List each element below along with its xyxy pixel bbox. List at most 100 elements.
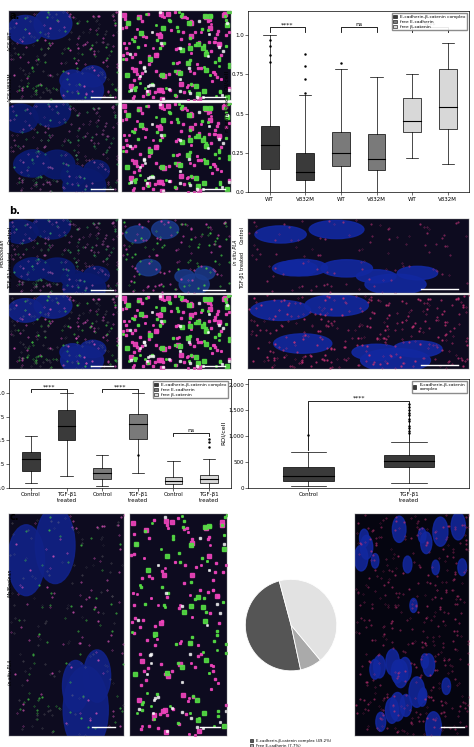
Circle shape [40,150,75,179]
Bar [58,410,75,441]
Circle shape [60,70,85,90]
Circle shape [137,259,161,276]
Circle shape [423,654,435,676]
Circle shape [309,220,364,238]
Circle shape [34,8,72,39]
Text: a.: a. [9,11,20,21]
Circle shape [352,344,401,360]
Text: TGF-β1 treated: TGF-β1 treated [8,252,13,289]
Circle shape [370,660,380,679]
Text: ****: **** [281,22,294,27]
Circle shape [63,273,106,303]
Circle shape [273,334,332,353]
Bar [296,153,314,180]
Circle shape [273,261,318,276]
Circle shape [442,678,451,695]
Circle shape [421,654,428,669]
Circle shape [251,300,310,320]
Circle shape [3,220,38,244]
Circle shape [432,560,439,574]
Circle shape [3,104,38,133]
Circle shape [125,226,150,243]
Wedge shape [246,581,301,671]
Circle shape [419,528,426,543]
Wedge shape [291,625,320,670]
Y-axis label: normalised ROI/cell: normalised ROI/cell [224,71,229,132]
Circle shape [14,152,44,176]
Circle shape [83,267,109,284]
Text: AGS V832M: AGS V832M [8,74,13,102]
Circle shape [409,677,425,707]
Circle shape [61,270,86,288]
Circle shape [305,295,368,316]
Circle shape [410,598,417,613]
Circle shape [426,712,441,743]
Circle shape [451,512,465,540]
Circle shape [371,554,379,568]
Circle shape [399,657,411,681]
Circle shape [16,150,49,177]
Circle shape [278,259,328,276]
Circle shape [61,72,103,108]
Wedge shape [279,580,337,660]
Circle shape [356,270,396,283]
Circle shape [420,532,432,554]
Text: MolBoolean: MolBoolean [8,568,13,597]
Circle shape [355,545,368,571]
Bar [261,126,279,169]
Text: in situ PLA: in situ PLA [8,660,13,685]
Y-axis label: ROI/cell: ROI/cell [220,421,226,445]
Circle shape [393,341,442,357]
Bar [283,468,334,481]
Circle shape [359,529,369,547]
Text: ****: **** [424,22,436,27]
Circle shape [321,260,373,277]
Bar [384,454,434,468]
Circle shape [40,258,75,282]
Circle shape [376,712,386,731]
Text: in situ PLA: in situ PLA [233,240,238,265]
Text: MolBoolean: MolBoolean [0,238,5,267]
Circle shape [390,692,405,721]
Circle shape [361,349,430,372]
Bar [93,468,111,479]
Bar [200,475,218,483]
Circle shape [385,698,399,723]
Circle shape [179,274,209,294]
Bar [22,452,40,471]
Bar [332,132,350,166]
Bar [164,477,182,484]
Circle shape [80,66,106,87]
Legend: E-cadherin-β-catenin complex, free E-cadherin, free β-catenin: E-cadherin-β-catenin complex, free E-cad… [392,13,467,30]
Bar [439,69,457,129]
Bar [403,98,421,132]
Circle shape [61,346,103,375]
Text: ****: **** [43,384,55,389]
Circle shape [63,660,89,712]
Circle shape [16,258,49,280]
Circle shape [386,649,400,675]
Circle shape [392,516,406,542]
Text: ****: **** [114,384,126,389]
Bar [368,134,385,170]
Text: b.: b. [9,206,20,216]
Circle shape [458,559,466,576]
Circle shape [33,214,71,239]
Circle shape [392,660,403,683]
Circle shape [400,695,411,716]
Legend: E-cadherin-β-catenin
complex: E-cadherin-β-catenin complex [411,382,467,393]
Circle shape [195,267,215,279]
Circle shape [365,274,426,294]
Circle shape [152,220,179,238]
Text: ns: ns [355,22,362,27]
Legend: E-cadherin-β-catenin complex (49.2%), Free E-cadherin (7.7%), Free β-catenin (43: E-cadherin-β-catenin complex (49.2%), Fr… [249,737,333,747]
Text: Control: Control [8,226,13,244]
Text: TGF-β1 treated: TGF-β1 treated [240,252,245,289]
Circle shape [83,161,109,182]
Circle shape [175,270,194,283]
Circle shape [60,344,85,361]
Circle shape [360,536,373,560]
Circle shape [33,96,71,127]
Circle shape [8,299,43,322]
Circle shape [374,655,385,678]
